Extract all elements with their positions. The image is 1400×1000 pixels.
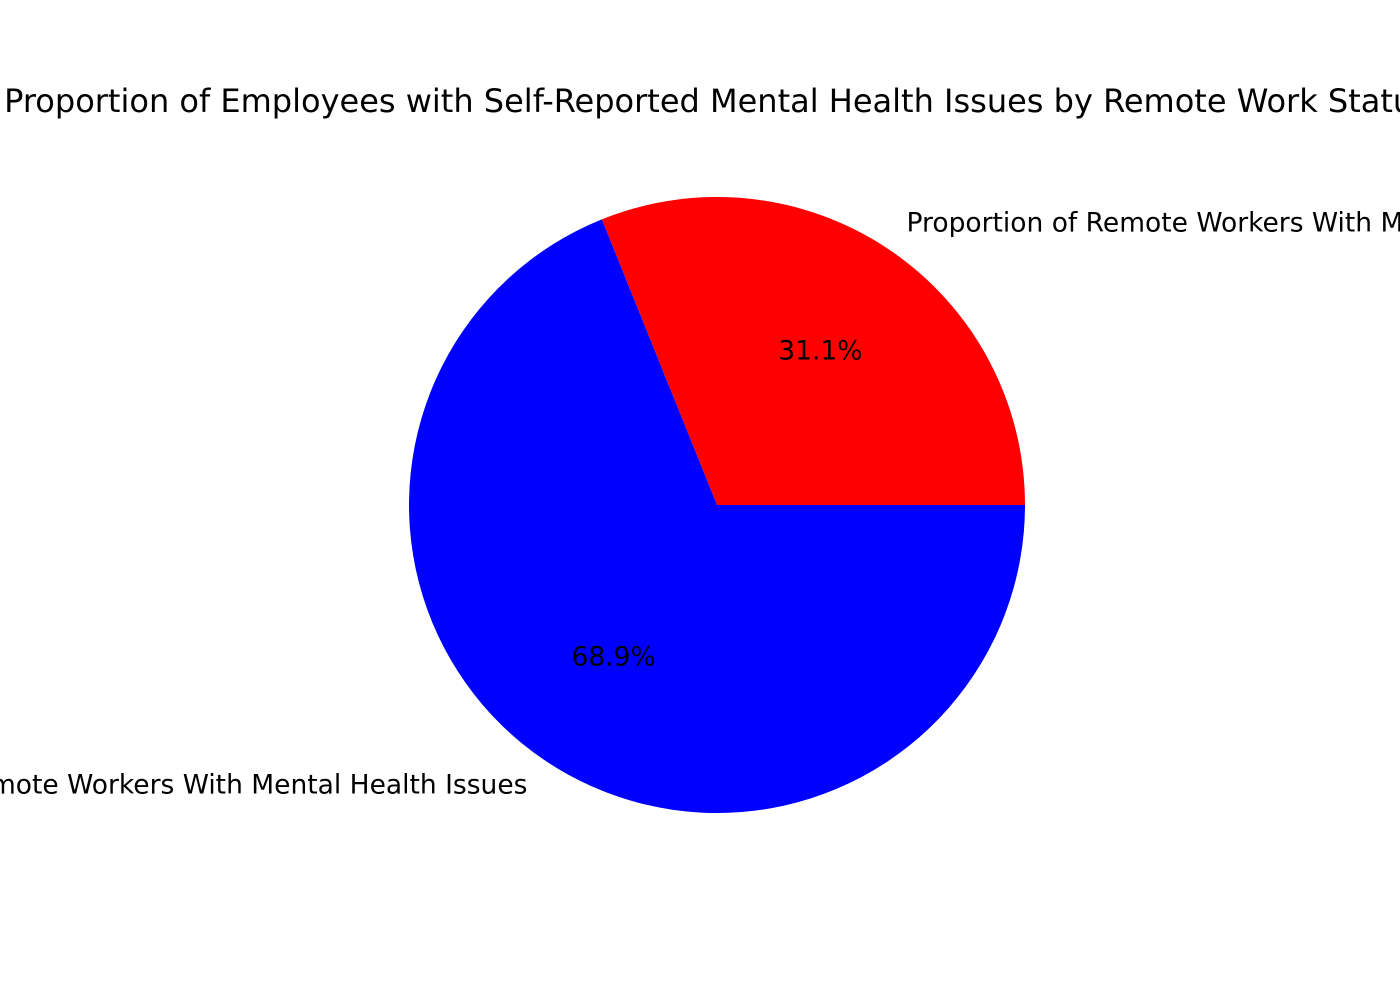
- slice-label-2: Proportion of Non-Remote Workers With Me…: [0, 769, 527, 800]
- pie-slice-2: [409, 219, 1025, 813]
- chart-title: Proportion of Employees with Self-Report…: [4, 82, 1400, 120]
- slice-percent-label-1: 31.1%: [778, 335, 862, 366]
- slice-percent-label-2: 68.9%: [572, 642, 656, 673]
- slice-label-1: Proportion of Remote Workers With Mental…: [907, 208, 1400, 239]
- pie-slice-1: [601, 196, 1025, 505]
- pie-slices: [409, 196, 1025, 813]
- pie-labels: Proportion of Remote Workers With Mental…: [0, 208, 1400, 801]
